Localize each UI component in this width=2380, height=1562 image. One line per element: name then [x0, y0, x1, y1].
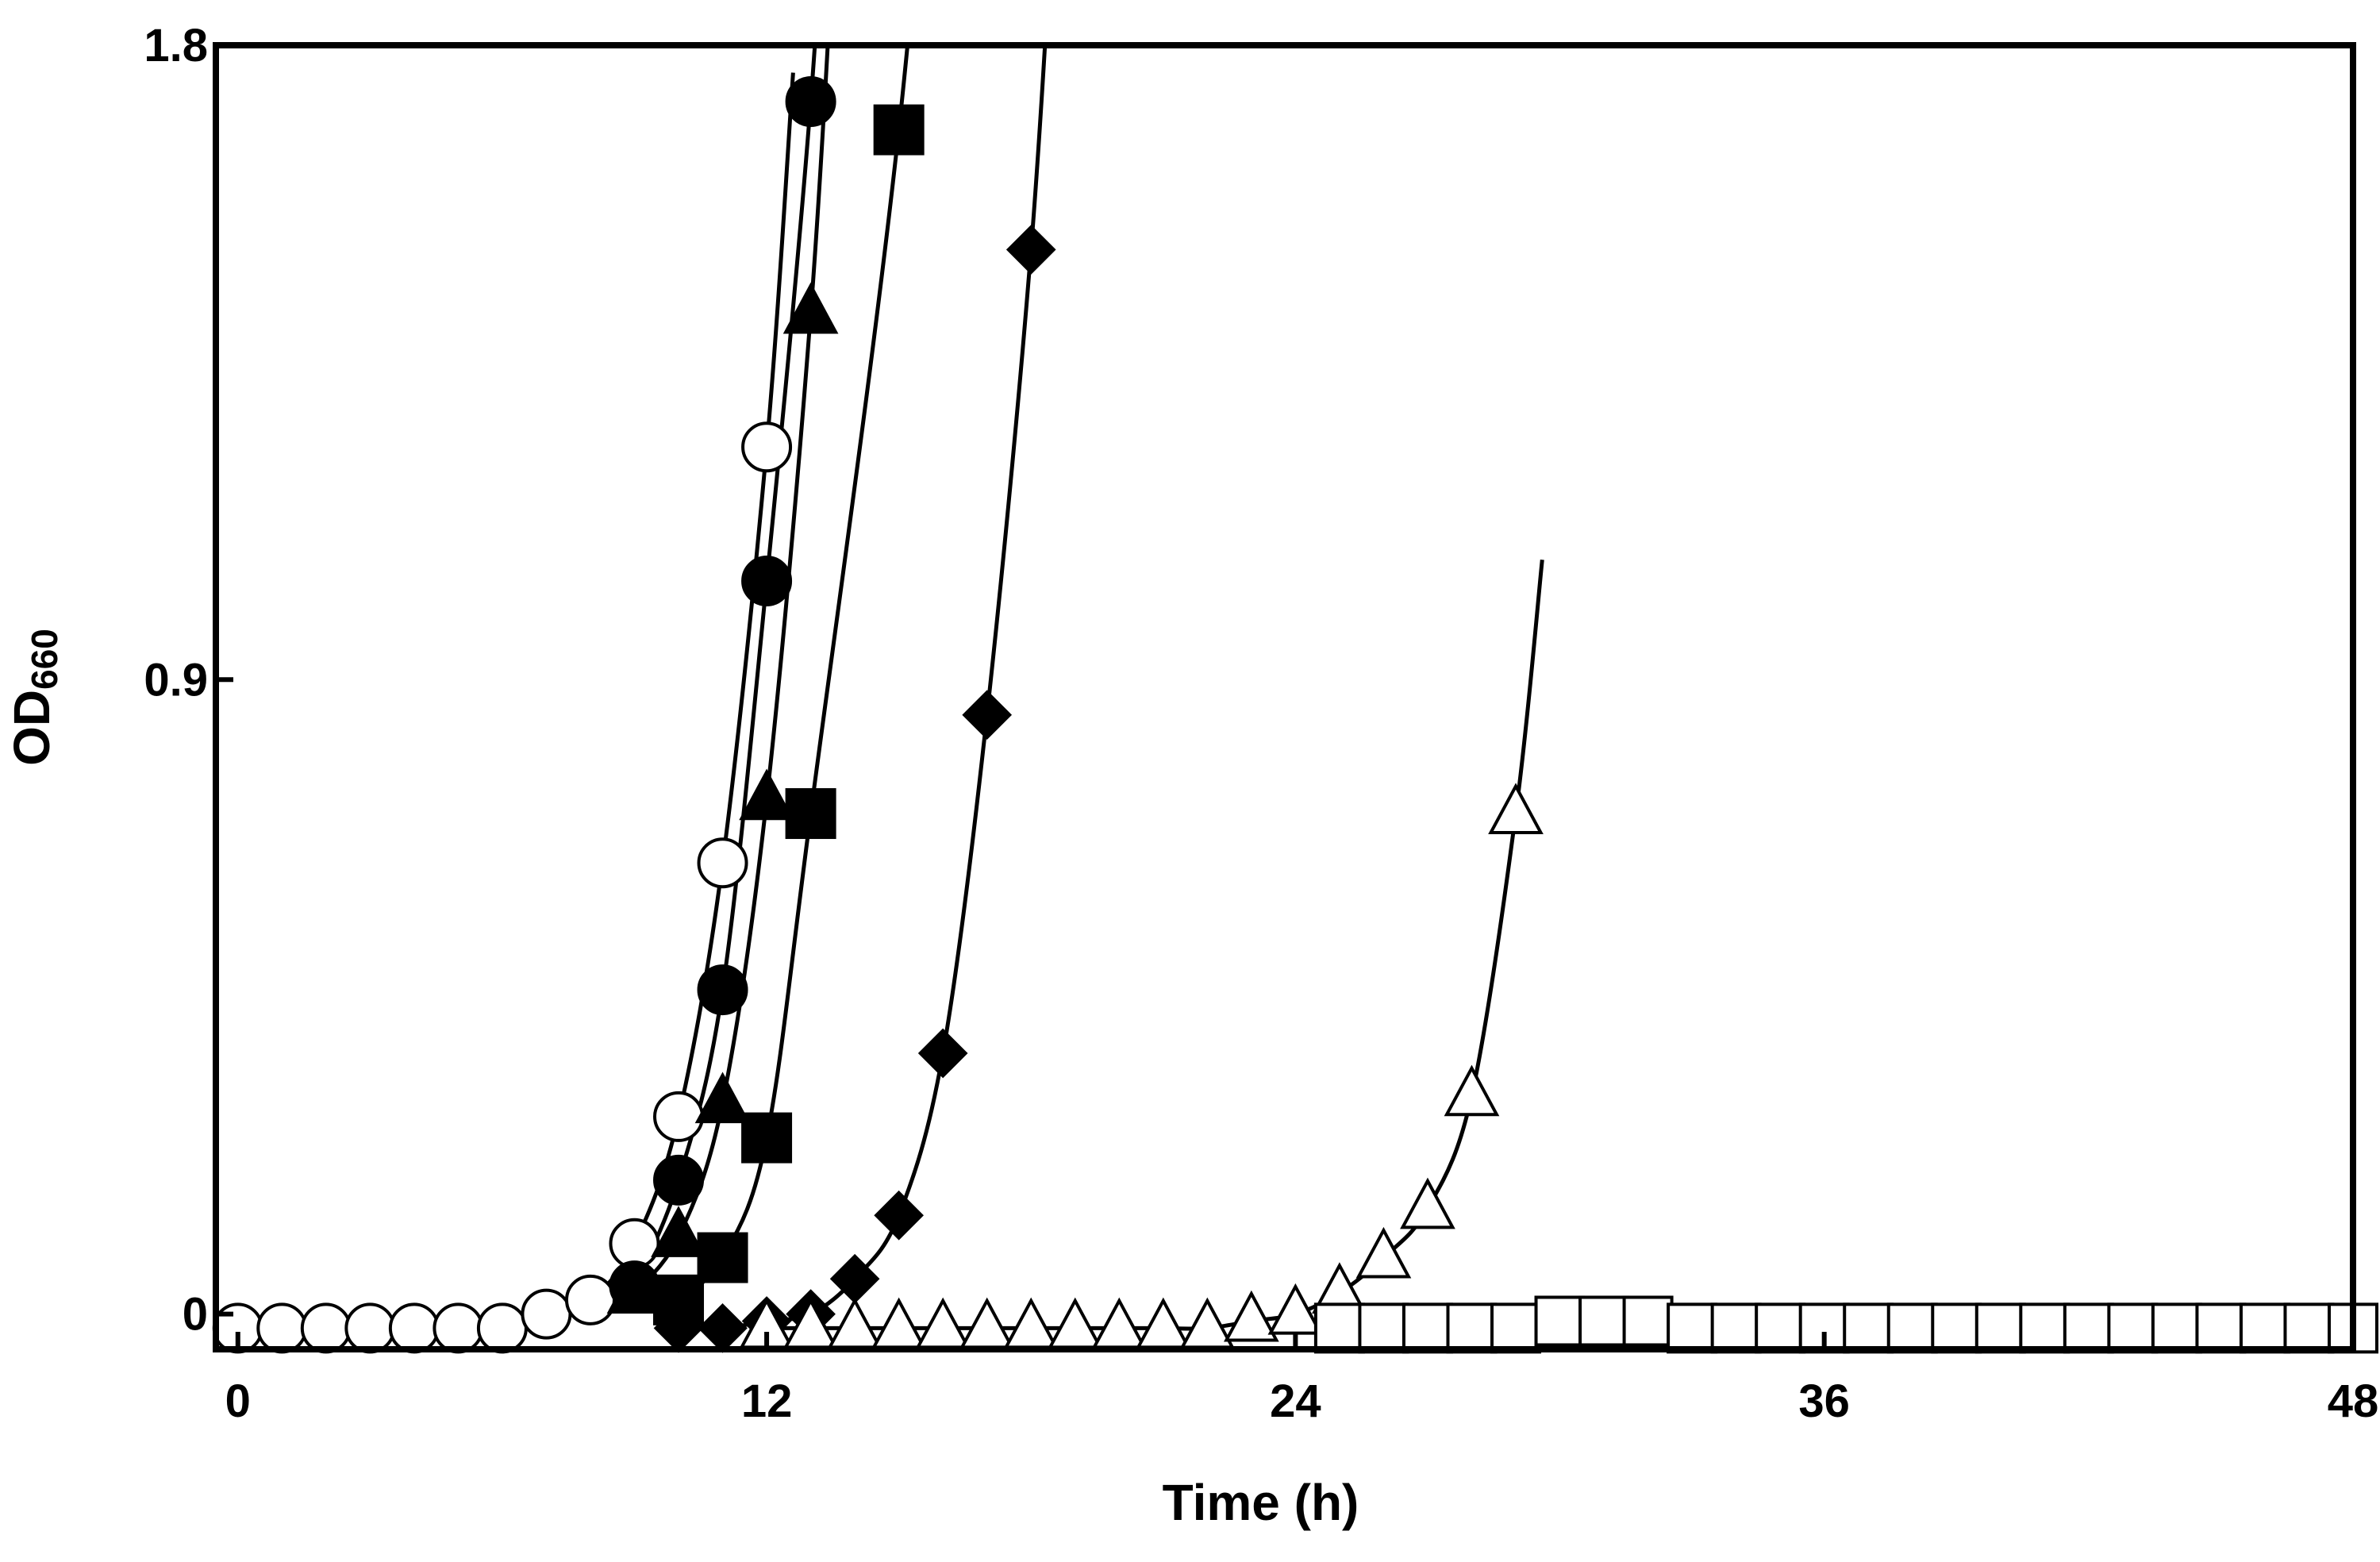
- series-6-point-0: [1313, 1302, 1365, 1354]
- series-5-point-6: [1003, 1297, 1059, 1349]
- series-5-point-11: [1224, 1290, 1279, 1342]
- series-5-point-2: [827, 1297, 882, 1349]
- series-0-point-12: [741, 421, 793, 473]
- curves-layer: [237, 45, 2353, 1332]
- series-4-point-1: [698, 1303, 748, 1353]
- series-0-line: [237, 72, 795, 1332]
- series-3-point-3: [785, 788, 836, 840]
- series-0-point-1: [256, 1302, 308, 1354]
- series-0-point-3: [344, 1302, 396, 1354]
- series-5-point-16: [1444, 1064, 1500, 1117]
- series-6-point-22: [2283, 1302, 2335, 1354]
- series-5-point-12: [1267, 1283, 1324, 1335]
- y-axis-title: OD660: [3, 629, 65, 766]
- series-0-point-7: [521, 1288, 572, 1340]
- series-0-point-6: [476, 1302, 528, 1354]
- series-6-point-3: [1446, 1302, 1498, 1354]
- series-6-point-15: [1974, 1302, 2026, 1354]
- markers-layer: [212, 76, 2378, 1354]
- series-0-point-10: [653, 1091, 705, 1142]
- y-axis-title-subscript: 660: [24, 629, 65, 690]
- series-2-point-2: [694, 1071, 751, 1124]
- series-4-point-5: [874, 1190, 924, 1241]
- series-0-point-11: [697, 837, 748, 889]
- series-0-point-5: [433, 1302, 484, 1354]
- x-tick-label-1: 12: [741, 1375, 793, 1427]
- series-0-point-4: [388, 1302, 440, 1354]
- series-6-point-2: [1401, 1302, 1453, 1354]
- series-2-point-3: [739, 768, 794, 821]
- series-4-line: [678, 45, 1048, 1331]
- y-tick-label-2: 1.8: [144, 20, 208, 71]
- series-6-point-12: [1843, 1302, 1894, 1354]
- series-4-point-7: [962, 690, 1013, 741]
- y-axis-ticks: 0 0.9 1.8: [144, 20, 233, 1341]
- series-5-point-4: [915, 1297, 971, 1349]
- series-2-point-0: [606, 1262, 663, 1314]
- series-6-point-10: [1755, 1302, 1806, 1354]
- x-tick-label-4: 48: [2328, 1375, 2379, 1427]
- series-3-point-2: [741, 1112, 793, 1164]
- series-5-point-5: [959, 1297, 1015, 1349]
- series-6-point-16: [2019, 1302, 2070, 1354]
- series-5-point-9: [1135, 1297, 1191, 1349]
- x-axis-ticks: 0 12 24 36 48: [225, 1332, 2379, 1427]
- y-axis-title-main: OD: [3, 690, 60, 766]
- series-5-point-3: [871, 1297, 927, 1349]
- series-1-line: [632, 45, 817, 1287]
- series-6-point-1: [1358, 1302, 1409, 1354]
- y-tick-label-0: 0: [183, 1289, 208, 1341]
- series-5-point-8: [1091, 1297, 1148, 1349]
- series-4-point-8: [1005, 225, 1056, 275]
- series-5-point-17: [1488, 783, 1544, 835]
- series-1-point-1: [653, 1154, 705, 1206]
- series-6-point-5: [1534, 1295, 1586, 1347]
- series-1-point-4: [785, 76, 836, 128]
- series-6-point-21: [2239, 1302, 2290, 1354]
- series-6-point-20: [2195, 1302, 2247, 1354]
- series-0-point-9: [609, 1218, 660, 1269]
- series-6-point-8: [1667, 1302, 1718, 1354]
- series-0-point-8: [564, 1274, 616, 1325]
- series-5-line: [767, 560, 1544, 1331]
- plot-frame: [213, 42, 2356, 1352]
- series-5-point-14: [1355, 1226, 1412, 1279]
- series-2-point-4: [782, 282, 839, 334]
- series-6-point-19: [2151, 1302, 2202, 1354]
- x-axis-title: Time (h): [1163, 1474, 1359, 1531]
- series-1-point-2: [697, 964, 748, 1016]
- series-3-point-1: [697, 1232, 748, 1283]
- series-6-point-14: [1931, 1302, 1982, 1354]
- series-6-point-4: [1490, 1302, 1542, 1354]
- y-tick-label-1: 0.9: [144, 654, 208, 706]
- series-6-point-6: [1578, 1295, 1630, 1347]
- series-2-point-1: [651, 1206, 706, 1257]
- x-tick-label-0: 0: [225, 1375, 251, 1427]
- series-6-point-13: [1886, 1302, 1938, 1354]
- series-5-point-7: [1047, 1297, 1103, 1349]
- series-6-point-9: [1710, 1302, 1762, 1354]
- series-1-point-3: [741, 555, 793, 606]
- series-6-point-17: [2063, 1302, 2114, 1354]
- x-tick-label-3: 36: [1798, 1375, 1850, 1427]
- series-3-line: [677, 45, 910, 1302]
- series-4-point-6: [917, 1028, 968, 1079]
- series-0-point-2: [300, 1302, 352, 1354]
- x-tick-label-2: 24: [1270, 1375, 1321, 1427]
- series-6-point-7: [1622, 1295, 1674, 1347]
- series-6-point-18: [2107, 1302, 2159, 1354]
- series-5-point-15: [1400, 1177, 1455, 1229]
- series-3-point-4: [873, 104, 925, 156]
